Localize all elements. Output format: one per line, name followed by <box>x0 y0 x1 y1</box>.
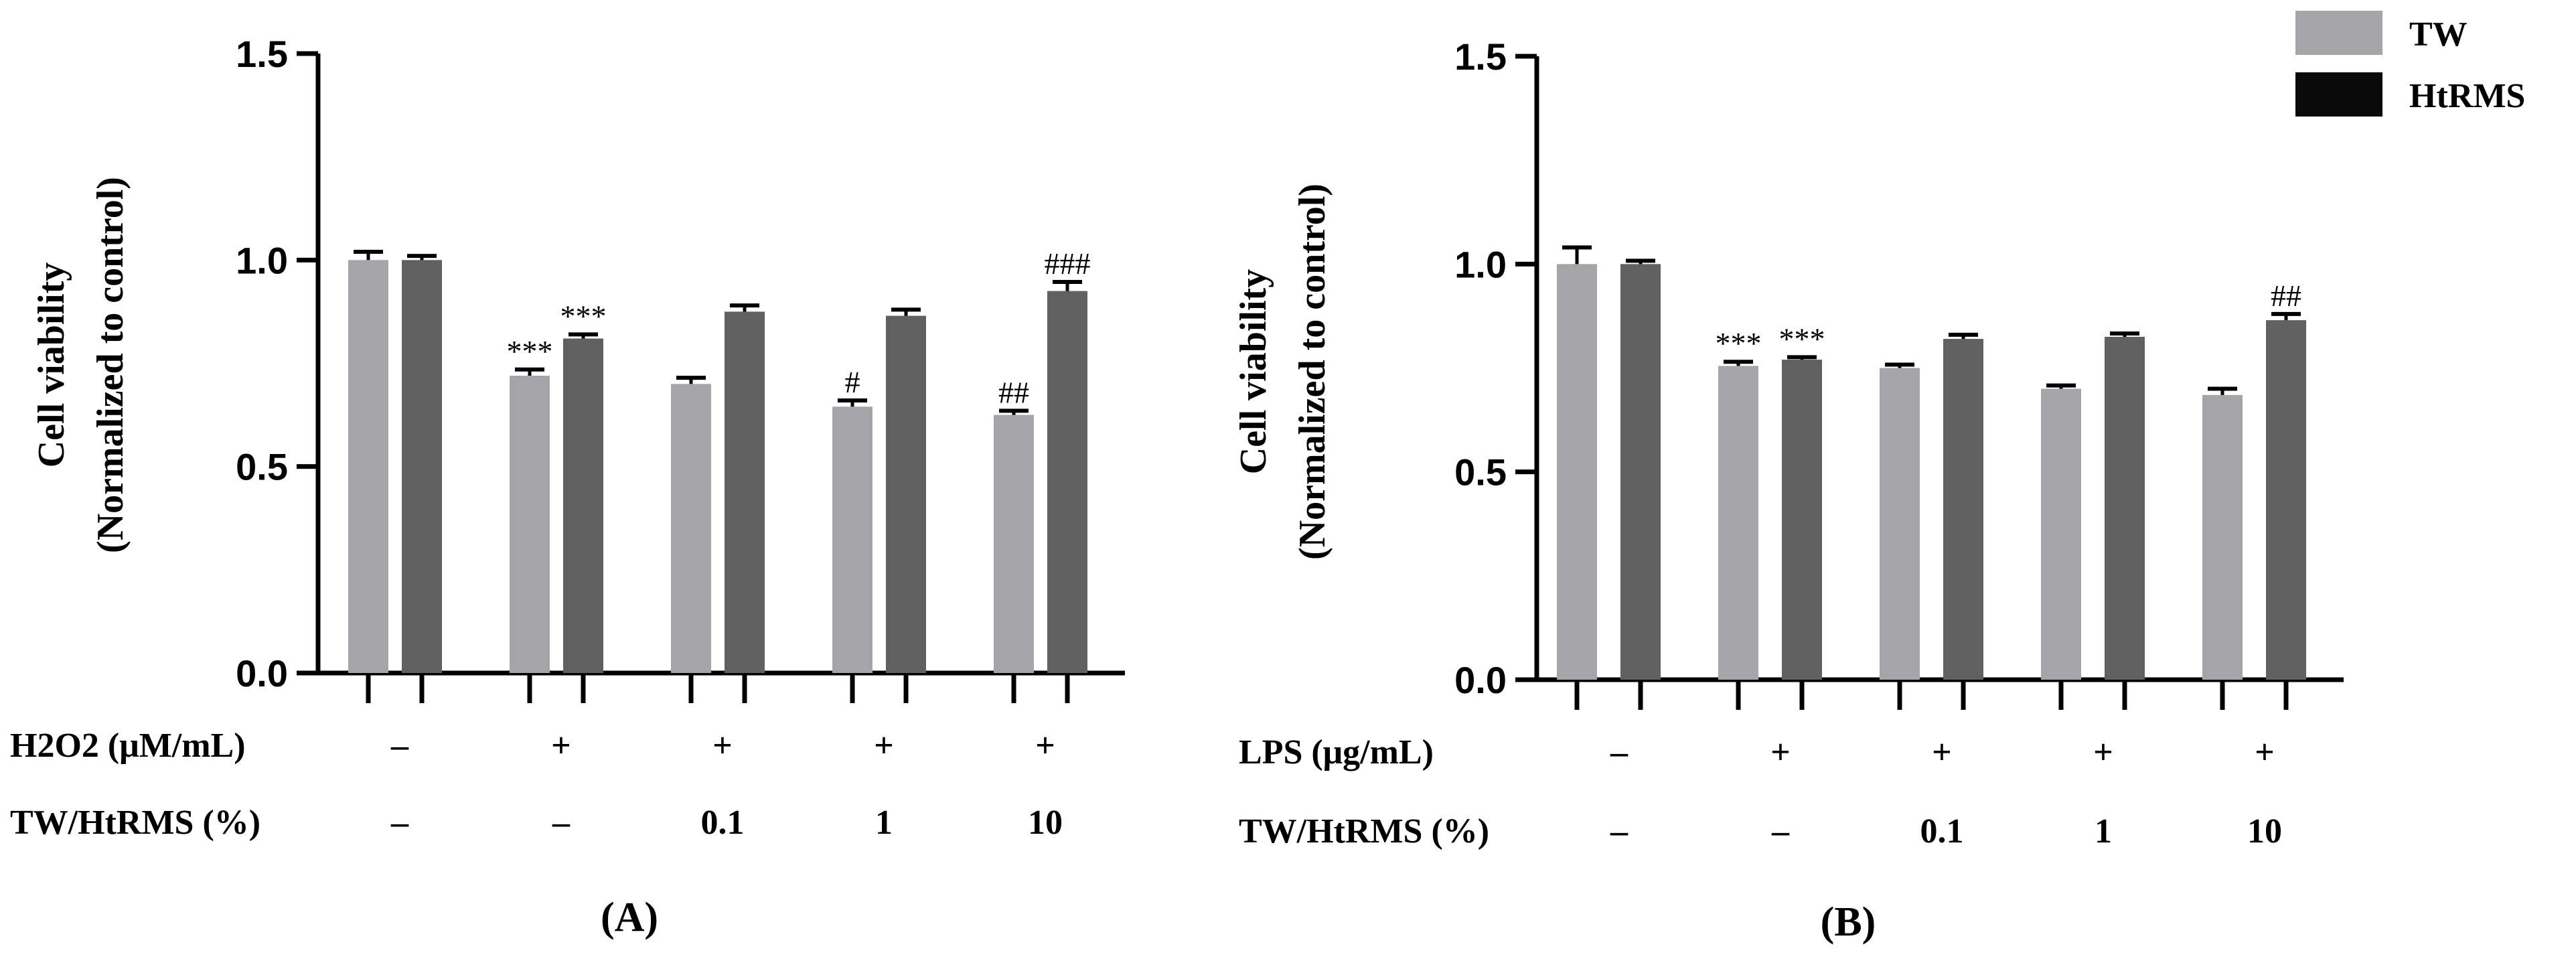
condition-value: – <box>1771 812 1790 850</box>
bar-tw-0 <box>1557 264 1597 680</box>
bar-tw-3 <box>832 406 873 673</box>
bar-htrms-3 <box>2105 336 2145 680</box>
bar-tw-3 <box>2041 388 2081 680</box>
y-axis-label: Cell viability <box>1233 269 1274 474</box>
panel-b-chart: 0.0 0.5 1.0 1.5 Cell viability (Normalized to… <box>1233 35 2344 945</box>
significance-label: ## <box>998 375 1029 409</box>
bar-tw-2 <box>671 384 711 673</box>
bar-htrms-0 <box>402 260 442 673</box>
condition-value: – <box>552 804 571 842</box>
y-tick-label: 1.0 <box>236 239 288 281</box>
bar-htrms-0 <box>1620 264 1661 680</box>
bar-tw-4 <box>994 415 1034 673</box>
significance-label: # <box>845 365 860 399</box>
condition-row-label: TW/HtRMS (%) <box>1239 812 1489 850</box>
y-tick-label: 1.5 <box>236 33 288 75</box>
y-axis-label: Cell viability <box>31 263 72 467</box>
bar-tw-4 <box>2202 394 2243 680</box>
condition-value: + <box>1932 733 1952 771</box>
y-axis-sublabel: (Normalized to control) <box>1292 183 1333 560</box>
y-tick-label: 1.5 <box>1454 35 1507 78</box>
legend: TW HtRMS <box>2295 11 2525 117</box>
condition-value: + <box>874 727 894 765</box>
condition-value: + <box>2255 733 2275 771</box>
bar-htrms-1 <box>1782 360 1822 680</box>
bar-tw-0 <box>348 260 388 673</box>
significance-label: ### <box>1045 246 1091 281</box>
bar-htrms-4 <box>2266 320 2306 680</box>
significance-label: *** <box>560 299 607 333</box>
condition-value: 1 <box>2095 812 2112 850</box>
condition-value: – <box>1610 733 1628 771</box>
legend-label-tw: TW <box>2409 15 2468 54</box>
legend-swatch-htrms <box>2295 72 2382 117</box>
y-tick-label: 1.0 <box>1454 243 1507 285</box>
y-tick-label: 0.0 <box>236 652 288 694</box>
condition-value: + <box>2093 733 2113 771</box>
condition-value: + <box>1770 733 1791 771</box>
bar-tw-1 <box>1718 366 1758 680</box>
bar-htrms-2 <box>725 311 765 674</box>
significance-label: *** <box>1779 321 1825 356</box>
condition-value: 0.1 <box>1920 812 1964 850</box>
panel-label: (A) <box>601 895 658 940</box>
condition-value: + <box>551 727 571 765</box>
condition-value: + <box>712 727 733 765</box>
y-tick-label: 0.0 <box>1454 659 1507 701</box>
bar-tw-1 <box>510 376 550 673</box>
condition-row-label: H2O2 (μM/mL) <box>10 727 246 765</box>
condition-value: 10 <box>1028 804 1063 842</box>
y-tick-label: 0.5 <box>1454 451 1507 494</box>
condition-value: – <box>390 804 409 842</box>
condition-value: 0.1 <box>701 804 745 842</box>
legend-label-htrms: HtRMS <box>2409 77 2525 115</box>
condition-value: – <box>390 727 409 765</box>
bar-htrms-4 <box>1047 291 1087 673</box>
significance-label: ## <box>2271 279 2301 313</box>
condition-value: 10 <box>2247 812 2282 850</box>
significance-label: *** <box>507 334 553 368</box>
y-tick-label: 0.5 <box>236 446 288 488</box>
condition-row-label: TW/HtRMS (%) <box>10 804 260 842</box>
condition-row-label: LPS (μg/mL) <box>1239 733 1434 771</box>
significance-label: *** <box>1716 326 1762 360</box>
panel-a-chart: 0.0 0.5 1.0 1.5 Cell viability (Normalized to… <box>10 33 1125 940</box>
legend-swatch-tw <box>2295 11 2382 55</box>
condition-value: 1 <box>875 804 893 842</box>
bar-htrms-2 <box>1943 339 1983 680</box>
bar-htrms-3 <box>886 315 926 673</box>
condition-value: – <box>1610 812 1628 850</box>
y-axis-sublabel: (Normalized to control) <box>90 177 131 553</box>
condition-value: + <box>1035 727 1055 765</box>
panel-label: (B) <box>1821 899 1876 945</box>
bar-htrms-1 <box>563 338 603 673</box>
bar-tw-2 <box>1880 368 1920 680</box>
